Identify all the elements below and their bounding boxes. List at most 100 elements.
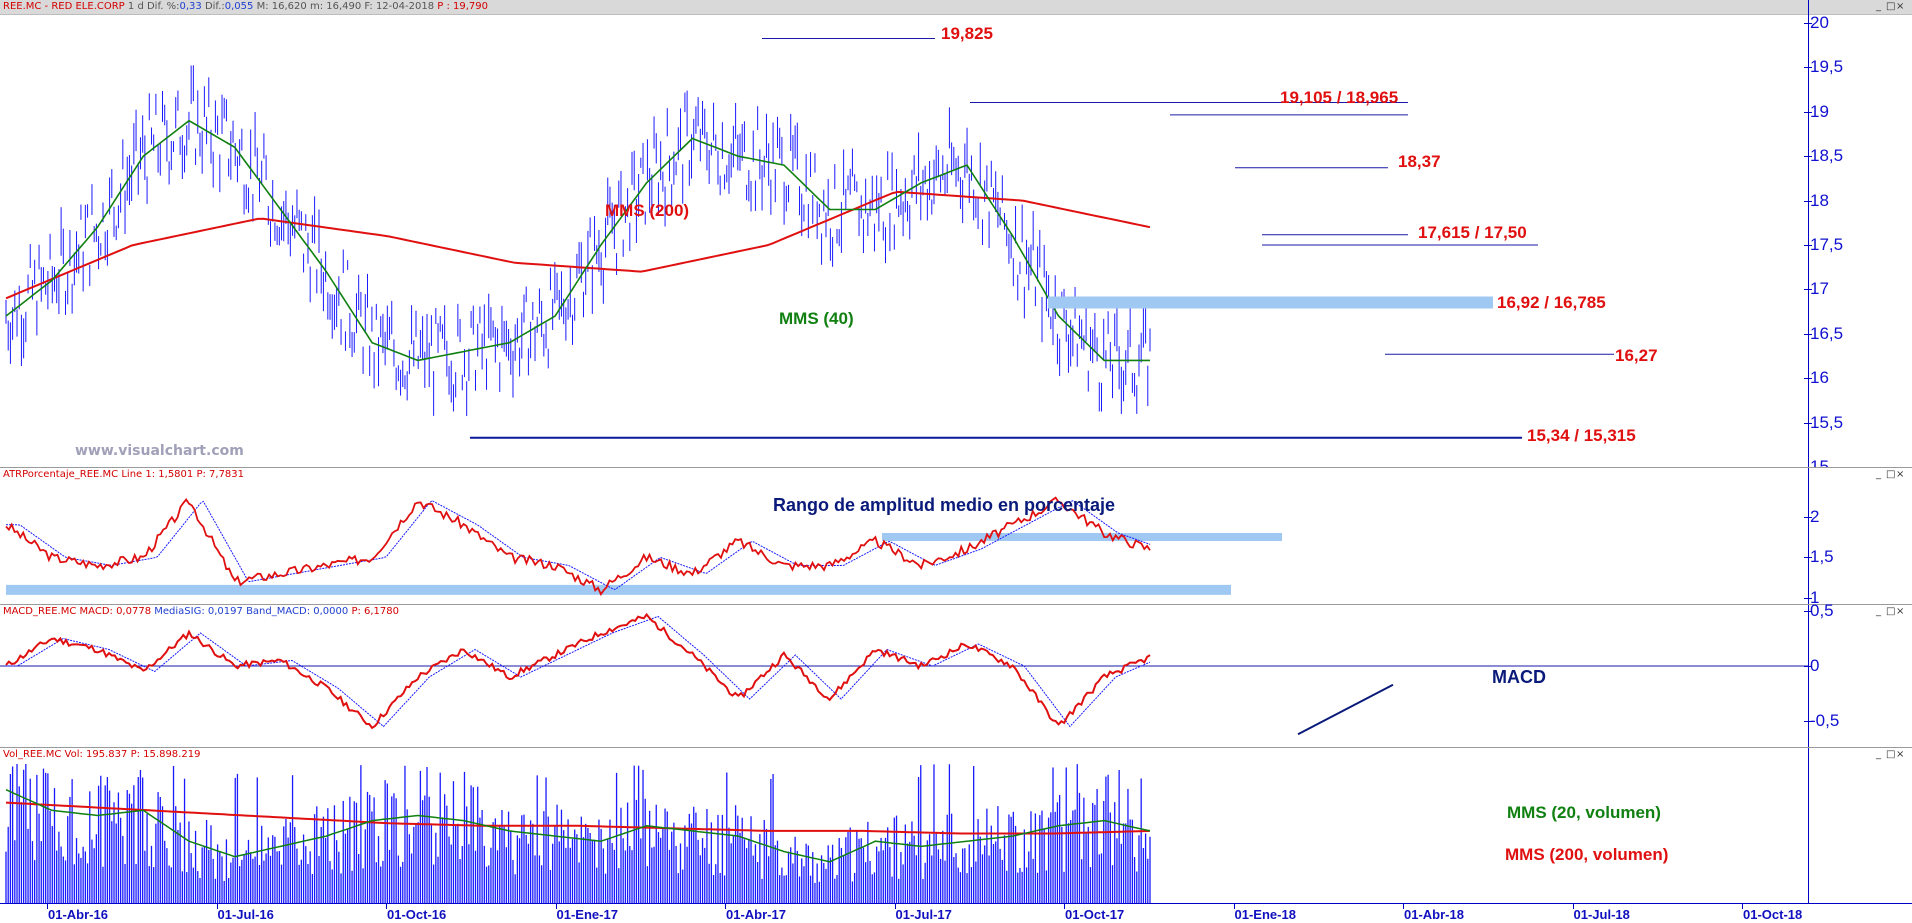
label-vol-mms20: MMS (20, volumen) (1507, 803, 1661, 822)
date-tick-mark (47, 904, 48, 909)
separator[interactable] (0, 467, 1912, 468)
date-tick-mark (386, 904, 387, 909)
date-tick-label: 01-Oct-16 (387, 907, 447, 922)
date-tick-label: 01-Oct-18 (1743, 907, 1803, 922)
date-tick-mark (216, 904, 218, 909)
atr-line (5, 496, 1151, 596)
atr-axis-tick-mark (1804, 516, 1812, 518)
separator[interactable] (0, 604, 1912, 605)
price-axis-tick-label: 16,5 (1810, 323, 1844, 343)
support-zone (1048, 296, 1493, 309)
annotation-zone: 16,92 / 16,785 (1497, 293, 1606, 312)
price-bars (5, 65, 1151, 417)
interval: 1 d (127, 1, 144, 12)
volume-maximize-button[interactable]: □ (1886, 749, 1902, 760)
atr-maximize-button[interactable]: □ (1886, 469, 1902, 480)
macd-close-button[interactable]: × (1896, 606, 1911, 617)
macd-axis-tick-mark (1804, 666, 1812, 667)
price-axis-tick-label: 16 (1810, 368, 1829, 388)
macd-p-value: P: 6,1780 (351, 606, 400, 617)
atr-close-button[interactable]: × (1896, 469, 1911, 480)
price-axis-tick-label: 20 (1810, 13, 1829, 32)
price-panel[interactable]: REE.MC - RED ELE.CORP 1 d Dif. %:0,33 Di… (0, 0, 1912, 476)
atr-chart[interactable] (0, 468, 1912, 604)
volume-axis[interactable] (1808, 748, 1912, 903)
date-tick-label: 01-Abr-16 (48, 907, 108, 922)
date-tick-mark (555, 904, 557, 909)
atr-axis-tick-label: 1,5 (1810, 547, 1834, 567)
mms200-line (5, 190, 1151, 300)
macd-panel[interactable]: MACD_REE.MC MACD: 0,0778 MediaSIG: 0,019… (0, 601, 1912, 747)
close-button[interactable]: × (1896, 1, 1911, 12)
label-mms200: MMS (200) (605, 201, 690, 220)
price-axis-tick-label: 17,5 (1810, 235, 1844, 254)
atr-axis-tick-label: 2 (1810, 506, 1820, 526)
label-vol-mms200: MMS (200, volumen) (1505, 845, 1669, 864)
date-tick-mark (1233, 904, 1235, 909)
macd-signal-line (6, 615, 1151, 728)
price-axis-tick-mark (1804, 289, 1812, 291)
annotation-peak: 19,825 (941, 24, 993, 43)
volume-name: Vol_REE.MC (3, 749, 62, 760)
date-tick-label: 01-Jul-16 (217, 907, 274, 922)
price-axis-tick-label: 19 (1810, 101, 1829, 121)
price-axis-tick-mark (1804, 156, 1812, 158)
macd-chart[interactable] (0, 605, 1912, 747)
price-chart[interactable] (0, 0, 1912, 467)
dif-pct-value: 0,33 (179, 1, 202, 12)
date-tick-mark (1064, 904, 1065, 909)
atr-panel-header: ATRPorcentaje_REE.MC Line 1: 1,5801 P: 7… (0, 468, 1912, 482)
volume-panel-header: Vol_REE.MC Vol: 195.837 P: 15.898.219 _□… (0, 748, 1912, 762)
macd-signal-value: MediaSIG: 0,0197 (154, 606, 243, 617)
volume-close-button[interactable]: × (1896, 749, 1911, 760)
dif-label: Dif.: (204, 1, 225, 12)
atr-axis-tick-mark (1804, 598, 1812, 599)
atr-p-value: P: 7,7831 (196, 469, 245, 480)
macd-trendline (1297, 683, 1394, 736)
volume-p-value: P: 15.898.219 (130, 749, 201, 760)
annotation-resistance-1: 19,105 / 18,965 (1280, 88, 1399, 107)
macd-axis-tick-mark (1804, 721, 1812, 722)
price-axis-tick-mark (1804, 111, 1812, 113)
price-axis-tick-label: 19,5 (1810, 57, 1844, 77)
macd-band-value: Band_MACD: 0,0000 (246, 606, 349, 617)
atr-axis-tick-label: 1 (1810, 588, 1820, 607)
date-tick-label: 01-Abr-18 (1404, 907, 1464, 922)
price-axis-tick-label: 17 (1810, 279, 1829, 299)
macd-axis-tick-label: -0,5 (1810, 711, 1840, 730)
atr-title: Rango de amplitud medio en porcentaje (773, 495, 1116, 515)
price-axis-tick-label: 18 (1810, 190, 1829, 210)
dif-pct-label: Dif. %: (146, 1, 180, 12)
price-value: P : 19,790 (437, 1, 488, 12)
separator[interactable] (0, 747, 1912, 748)
macd-window-controls: _□× (1876, 605, 1906, 619)
volume-minimize-button[interactable]: _ (1876, 749, 1887, 760)
minimize-button[interactable]: _ (1876, 1, 1887, 12)
price-axis-tick-mark (1804, 378, 1812, 380)
atr-axis-tick-mark (1804, 557, 1812, 559)
macd-axis-tick-label: 0 (1810, 656, 1820, 675)
price-axis-tick-mark (1804, 245, 1812, 246)
date-tick-label: 01-Jul-18 (1573, 907, 1630, 922)
atr-minimize-button[interactable]: _ (1876, 469, 1887, 480)
volume-chart[interactable] (0, 748, 1912, 903)
volume-panel[interactable]: Vol_REE.MC Vol: 195.837 P: 15.898.219 _□… (0, 748, 1912, 903)
date-value: F: 12-04-2018 (364, 1, 435, 12)
atr-panel[interactable]: ATRPorcentaje_REE.MC Line 1: 1,5801 P: 7… (0, 468, 1912, 607)
date-axis[interactable]: 01-Abr-16 01-Jul-16 01-Oct-16 01-Ene-17 01-A… (0, 903, 1912, 923)
atr-axis[interactable] (1808, 468, 1912, 604)
macd-axis[interactable] (1808, 605, 1912, 747)
atr-signal-line (6, 500, 1151, 591)
price-axis-tick-mark (1804, 23, 1812, 24)
atr-zone-high (882, 533, 1282, 541)
atr-name: ATRPorcentaje_REE.MC (3, 469, 119, 480)
volume-bars (5, 764, 1151, 903)
maximize-button[interactable]: □ (1886, 1, 1902, 12)
price-axis[interactable] (1808, 0, 1912, 467)
macd-panel-header: MACD_REE.MC MACD: 0,0778 MediaSIG: 0,019… (0, 605, 1912, 619)
date-tick-label: 01-Abr-17 (726, 907, 786, 922)
macd-minimize-button[interactable]: _ (1876, 606, 1887, 617)
date-tick-mark (725, 904, 726, 909)
annotation-support-1: 16,27 (1615, 346, 1658, 365)
macd-maximize-button[interactable]: □ (1886, 606, 1902, 617)
